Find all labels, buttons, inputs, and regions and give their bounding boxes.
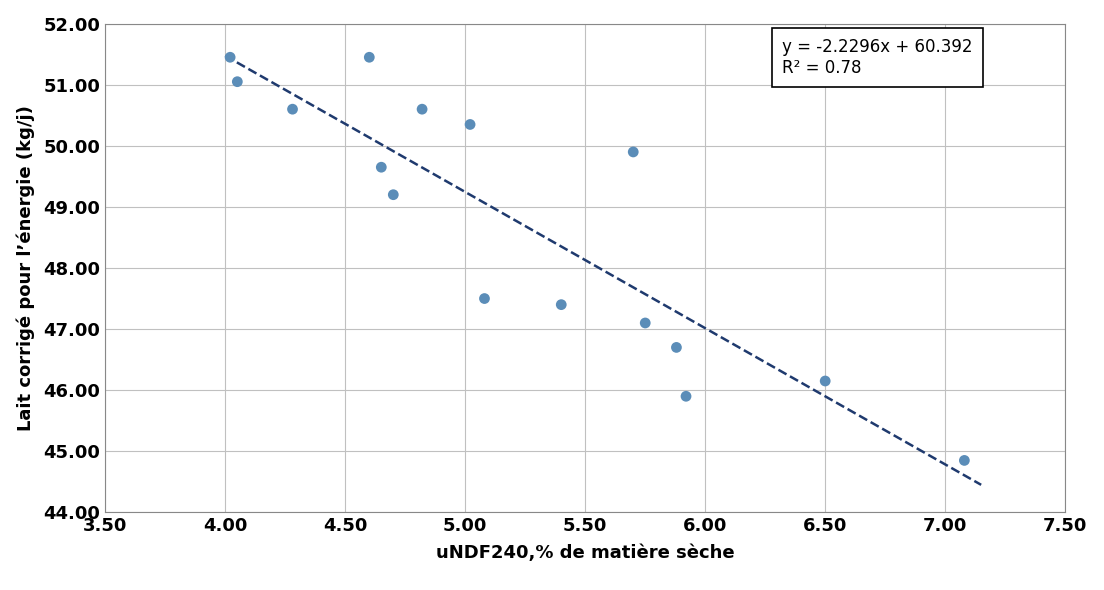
Point: [476, 294, 493, 303]
X-axis label: uNDF240,% de matière sèche: uNDF240,% de matière sèche: [436, 543, 734, 562]
Point: [677, 392, 694, 401]
Y-axis label: Lait corrigé pour l’énergie (kg/j): Lait corrigé pour l’énergie (kg/j): [17, 105, 35, 431]
Point: [552, 300, 570, 309]
Point: [284, 104, 301, 114]
Point: [956, 455, 974, 465]
Point: [372, 162, 390, 172]
Point: [668, 343, 686, 352]
Point: [413, 104, 431, 114]
Point: [816, 376, 834, 386]
Point: [384, 190, 402, 199]
Text: y = -2.2296x + 60.392
R² = 0.78: y = -2.2296x + 60.392 R² = 0.78: [782, 38, 973, 77]
Point: [229, 77, 246, 86]
Point: [636, 318, 654, 327]
Point: [221, 53, 238, 62]
Point: [625, 148, 643, 157]
Point: [461, 120, 479, 129]
Point: [361, 53, 379, 62]
